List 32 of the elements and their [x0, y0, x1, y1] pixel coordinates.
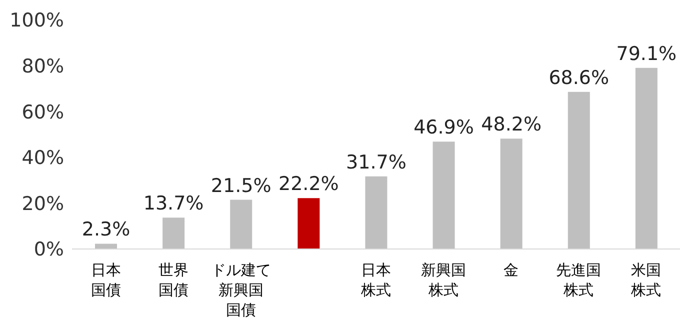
bar — [162, 218, 185, 249]
data-label: 21.5% — [210, 174, 272, 197]
y-tick-label: 80% — [22, 56, 64, 78]
x-tick-label: ドル建て新興国国債 — [210, 261, 271, 319]
y-tick-label: 100% — [10, 10, 64, 32]
bar — [230, 200, 252, 249]
data-label: 68.6% — [548, 66, 610, 89]
y-tick-label: 0% — [34, 238, 64, 261]
x-tick-label: 世界国債 — [158, 261, 188, 299]
data-label: 46.9% — [414, 116, 474, 139]
x-tick-label: 日本国債 — [90, 261, 121, 299]
data-label: 31.7% — [346, 151, 406, 174]
data-label: 48.2% — [481, 114, 542, 136]
bar — [635, 68, 658, 249]
bar — [432, 142, 455, 249]
bar — [365, 176, 388, 249]
x-tick-label: 新興国株式 — [421, 261, 466, 299]
y-tick-label: 20% — [22, 192, 64, 215]
bar — [298, 198, 320, 249]
data-label: 22.2% — [278, 173, 339, 196]
bar — [95, 244, 117, 249]
y-tick-label: 40% — [22, 147, 64, 170]
data-label: 2.3% — [82, 218, 130, 241]
x-tick-label: 米国株式 — [630, 261, 662, 299]
x-tick-label: 金 — [504, 261, 519, 279]
data-label: 13.7% — [143, 192, 204, 215]
data-label: 79.1% — [616, 42, 677, 65]
bar — [568, 92, 590, 249]
x-tick-label: 先進国株式 — [556, 261, 602, 299]
y-tick-label: 60% — [22, 101, 64, 124]
bar — [500, 138, 522, 249]
x-tick-label: 日本株式 — [360, 261, 391, 299]
